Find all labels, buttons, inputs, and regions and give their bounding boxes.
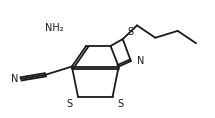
Text: S: S [67,99,73,109]
Text: NH₂: NH₂ [45,23,64,33]
Text: S: S [118,99,124,109]
Text: N: N [11,74,19,84]
Text: N: N [137,56,145,66]
Text: S: S [128,27,134,37]
